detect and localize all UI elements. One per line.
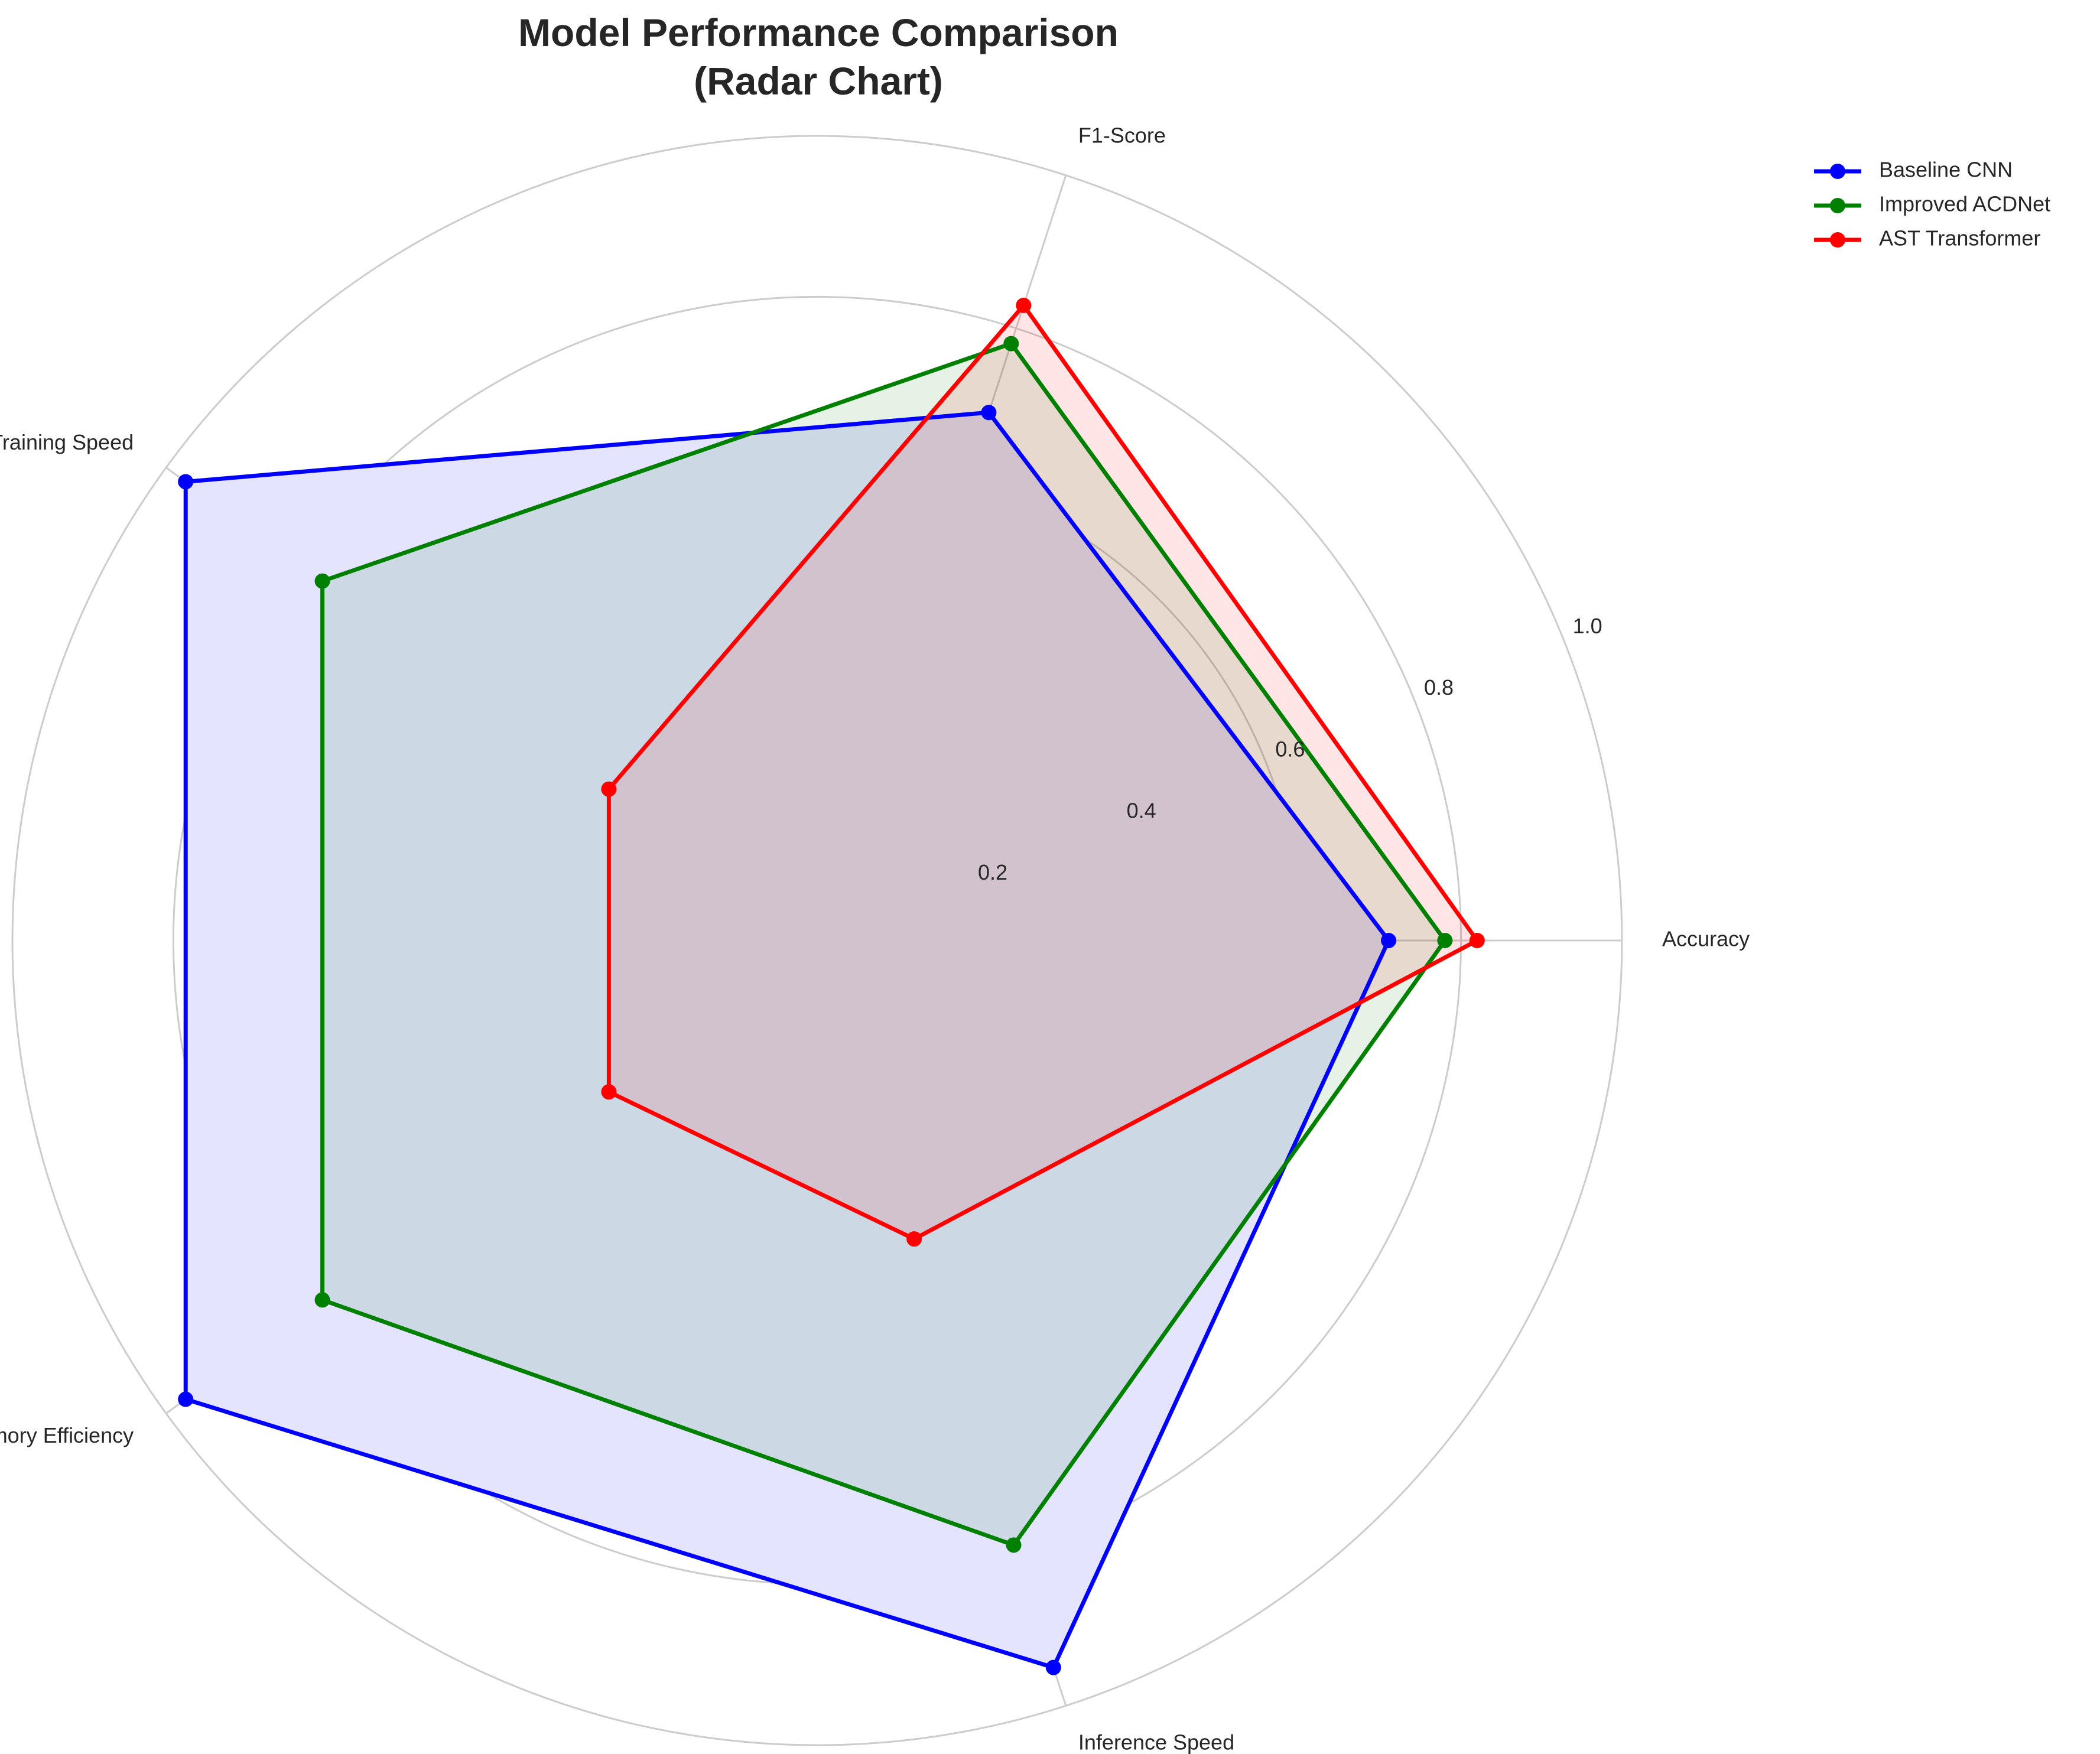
point-improved-acdnet-4 [314, 1292, 330, 1308]
point-improved-acdnet-5 [1006, 1537, 1022, 1553]
point-improved-acdnet-2 [1003, 336, 1019, 352]
axis-labels: Accuracy F1-Score Training Speed Memory Eff… [0, 123, 1750, 1754]
axis-label-3: Training Speed [0, 430, 134, 454]
legend: Baseline CNN Improved ACDNet AST Transform… [1814, 158, 2050, 250]
point-baseline-cnn-4 [178, 1391, 194, 1407]
point-baseline-cnn-1 [1381, 933, 1397, 948]
chart-title: Model Performance Comparison (Radar Char… [0, 8, 1637, 105]
point-baseline-cnn-5 [1045, 1659, 1061, 1675]
point-ast-transformer-5 [906, 1231, 922, 1247]
tick-label-5: 1.0 [1573, 614, 1602, 638]
axis-label-2: F1-Score [1078, 123, 1166, 148]
legend-marker-ast-transformer [1830, 232, 1845, 248]
point-baseline-cnn-2 [981, 405, 997, 421]
series-line-improved-acdnet [320, 341, 1448, 1548]
point-ast-transformer-1 [1469, 933, 1485, 948]
series-line-ast-transformer [606, 302, 1480, 1242]
series-fill-baseline-cnn [186, 412, 1389, 1668]
tick-label-2: 0.4 [1127, 799, 1156, 823]
series-lines [183, 302, 1480, 1670]
point-ast-transformer-4 [601, 1084, 617, 1100]
legend-label-improved-acdnet: Improved ACDNet [1879, 192, 2050, 216]
point-improved-acdnet-1 [1437, 933, 1453, 948]
radial-tick-labels: 0.2 0.4 0.6 0.8 1.0 [978, 614, 1602, 884]
point-ast-transformer-2 [1016, 297, 1032, 313]
legend-marker-improved-acdnet [1830, 198, 1845, 213]
chart-title-line1: Model Performance Comparison [518, 11, 1119, 54]
series-fills [186, 305, 1477, 1668]
point-improved-acdnet-3 [314, 573, 330, 589]
point-baseline-cnn-3 [178, 474, 194, 490]
tick-label-1: 0.2 [978, 860, 1007, 884]
series-points [178, 297, 1485, 1675]
axis-label-5: Inference Speed [1078, 1730, 1234, 1754]
legend-label-baseline-cnn: Baseline CNN [1879, 158, 2013, 182]
legend-label-ast-transformer: AST Transformer [1879, 226, 2040, 250]
tick-label-3: 0.6 [1275, 737, 1305, 761]
series-line-baseline-cnn [183, 410, 1392, 1670]
chart-title-line2: (Radar Chart) [694, 59, 943, 103]
point-ast-transformer-3 [601, 781, 617, 797]
axis-label-4: Memory Efficiency [0, 1423, 134, 1447]
tick-label-4: 0.8 [1424, 675, 1454, 699]
legend-marker-baseline-cnn [1830, 164, 1845, 179]
axis-label-1: Accuracy [1662, 927, 1750, 951]
